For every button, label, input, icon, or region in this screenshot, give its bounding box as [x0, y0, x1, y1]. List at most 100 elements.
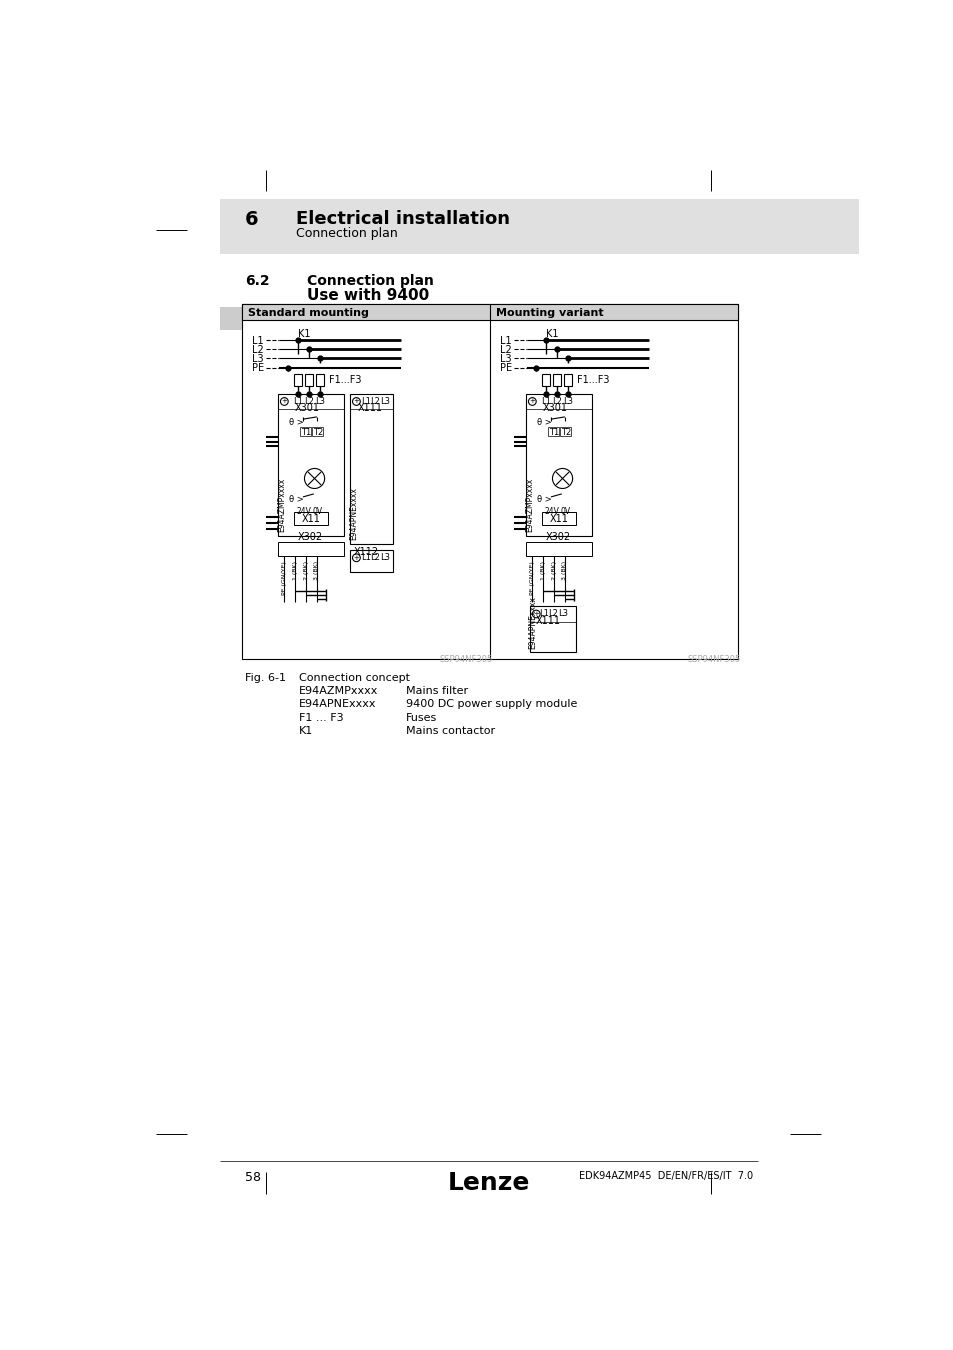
Text: L3: L3: [315, 397, 325, 406]
Bar: [553, 374, 560, 386]
Text: K1: K1: [298, 726, 313, 736]
Text: 0V: 0V: [312, 508, 322, 516]
Text: Lenze: Lenze: [447, 1170, 530, 1195]
Text: θ >: θ >: [537, 418, 551, 428]
Bar: [525, 394, 592, 536]
Text: 0V: 0V: [559, 508, 570, 516]
Text: E94APNExxxx: E94APNExxxx: [528, 595, 537, 648]
Text: +: +: [533, 612, 538, 617]
Text: 1 (BK): 1 (BK): [540, 560, 545, 580]
Bar: [525, 543, 592, 556]
Text: X111: X111: [536, 616, 560, 625]
Bar: [541, 513, 575, 525]
Bar: [294, 374, 302, 386]
Bar: [312, 427, 323, 436]
Text: E94APNExxxx: E94APNExxxx: [298, 699, 376, 710]
Bar: [220, 198, 858, 254]
Text: PE: PE: [499, 363, 512, 374]
Text: L3: L3: [379, 554, 389, 562]
Text: +: +: [281, 398, 287, 405]
Text: L1: L1: [360, 397, 371, 406]
Text: 9400 DC power supply module: 9400 DC power supply module: [406, 699, 577, 710]
Bar: [241, 305, 737, 320]
Text: SSP94NF305: SSP94NF305: [686, 655, 740, 664]
Text: 1 (BK): 1 (BK): [293, 560, 297, 580]
Text: T2: T2: [313, 428, 323, 436]
Text: 24V: 24V: [296, 508, 312, 516]
Text: K1: K1: [546, 329, 558, 339]
Text: L1: L1: [538, 609, 549, 618]
Text: Mains contactor: Mains contactor: [406, 726, 495, 736]
Text: K1: K1: [298, 329, 311, 339]
Text: 6.2: 6.2: [245, 274, 269, 288]
Text: 3 (BK): 3 (BK): [561, 560, 567, 580]
Text: θ >: θ >: [289, 418, 303, 428]
Text: Electrical installation: Electrical installation: [295, 209, 510, 228]
Text: +: +: [354, 398, 359, 405]
Text: 6: 6: [245, 209, 258, 228]
Text: X112: X112: [354, 547, 378, 558]
Text: PE: PE: [252, 363, 264, 374]
Text: L3: L3: [379, 397, 389, 406]
Text: L2: L2: [370, 397, 380, 406]
Bar: [294, 513, 328, 525]
Text: L1: L1: [499, 336, 511, 346]
Text: E94AZMPxxxx: E94AZMPxxxx: [525, 478, 534, 532]
Text: X11: X11: [301, 514, 320, 524]
Text: L1: L1: [360, 554, 371, 562]
Bar: [542, 374, 550, 386]
Bar: [299, 427, 311, 436]
Text: E94AZMPxxxx: E94AZMPxxxx: [277, 478, 286, 532]
Text: 2 (BK): 2 (BK): [303, 560, 308, 580]
Circle shape: [532, 610, 539, 618]
Text: L2: L2: [304, 397, 314, 406]
Text: X302: X302: [297, 532, 323, 543]
Text: Connection concept: Connection concept: [298, 672, 410, 683]
Text: PE (GN/YE): PE (GN/YE): [281, 560, 287, 594]
Text: Fig. 6-1: Fig. 6-1: [245, 672, 286, 683]
Text: T1: T1: [548, 428, 558, 436]
Text: L3: L3: [562, 397, 573, 406]
Bar: [315, 374, 323, 386]
Circle shape: [353, 554, 360, 562]
Circle shape: [528, 398, 536, 405]
Bar: [559, 427, 571, 436]
Text: SSP94NF305: SSP94NF305: [439, 655, 492, 664]
Text: +: +: [354, 555, 359, 560]
Text: T1: T1: [300, 428, 311, 436]
Text: L2: L2: [499, 344, 511, 355]
Text: L3: L3: [558, 609, 567, 618]
Text: 24V: 24V: [544, 508, 559, 516]
Text: L3: L3: [252, 354, 263, 364]
Text: E94APNExxxx: E94APNExxxx: [349, 487, 357, 540]
Text: 3 (BK): 3 (BK): [314, 560, 319, 580]
Text: Mounting variant: Mounting variant: [496, 308, 603, 317]
Circle shape: [552, 468, 572, 489]
Text: L2: L2: [370, 554, 380, 562]
Text: θ >: θ >: [289, 495, 303, 505]
Bar: [305, 374, 313, 386]
Bar: [220, 306, 241, 329]
Text: L2: L2: [552, 397, 561, 406]
Text: L2: L2: [252, 344, 263, 355]
Text: Connection plan: Connection plan: [295, 227, 397, 240]
Text: X301: X301: [542, 404, 568, 413]
Text: X111: X111: [357, 404, 382, 413]
Bar: [530, 606, 576, 652]
Text: F1 ... F3: F1 ... F3: [298, 713, 343, 722]
Text: L1: L1: [252, 336, 263, 346]
Circle shape: [304, 468, 324, 489]
Text: 2 (BK): 2 (BK): [551, 560, 556, 580]
Text: Standard mounting: Standard mounting: [248, 308, 369, 317]
Bar: [350, 394, 393, 544]
Text: X11: X11: [549, 514, 568, 524]
Text: F1...F3: F1...F3: [329, 375, 361, 385]
Text: 58: 58: [245, 1170, 260, 1184]
Bar: [350, 549, 393, 571]
Text: PE (GN/YE): PE (GN/YE): [529, 560, 535, 594]
Bar: [278, 543, 344, 556]
Bar: [547, 427, 558, 436]
Text: X302: X302: [545, 532, 571, 543]
Text: Connection plan: Connection plan: [307, 274, 434, 288]
Circle shape: [280, 398, 288, 405]
